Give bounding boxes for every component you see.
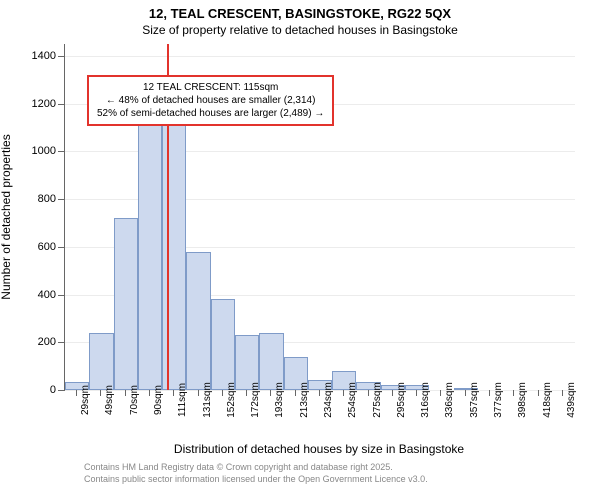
- chart-title-sub: Size of property relative to detached ho…: [0, 21, 600, 37]
- x-tick-mark: [465, 390, 466, 396]
- histogram-bar: [186, 252, 210, 390]
- x-tick-mark: [416, 390, 417, 396]
- x-tick-label: 49sqm: [104, 385, 115, 415]
- x-tick-mark: [440, 390, 441, 396]
- y-tick-mark: [58, 56, 64, 57]
- x-tick-label: 29sqm: [80, 385, 91, 415]
- x-tick-mark: [100, 390, 101, 396]
- x-tick-mark: [368, 390, 369, 396]
- x-tick-mark: [513, 390, 514, 396]
- annotation-callout: 12 TEAL CRESCENT: 115sqm← 48% of detache…: [87, 75, 334, 126]
- x-tick-label: 152sqm: [226, 382, 237, 418]
- x-tick-label: 131sqm: [202, 382, 213, 418]
- x-tick-label: 316sqm: [420, 382, 431, 418]
- x-tick-label: 418sqm: [542, 382, 553, 418]
- histogram-bar: [162, 118, 186, 390]
- annotation-line: 12 TEAL CRESCENT: 115sqm: [97, 81, 324, 94]
- y-tick-label: 1400: [26, 50, 56, 62]
- histogram-bar: [89, 333, 113, 390]
- x-tick-mark: [222, 390, 223, 396]
- y-tick-mark: [58, 151, 64, 152]
- x-tick-label: 275sqm: [372, 382, 383, 418]
- y-tick-mark: [58, 295, 64, 296]
- x-tick-label: 439sqm: [566, 382, 577, 418]
- y-tick-mark: [58, 104, 64, 105]
- x-tick-label: 172sqm: [250, 382, 261, 418]
- x-tick-label: 193sqm: [274, 382, 285, 418]
- x-tick-mark: [319, 390, 320, 396]
- x-tick-mark: [125, 390, 126, 396]
- histogram-bar: [138, 120, 162, 390]
- y-tick-mark: [58, 247, 64, 248]
- y-tick-mark: [58, 342, 64, 343]
- x-tick-label: 234sqm: [323, 382, 334, 418]
- x-tick-mark: [198, 390, 199, 396]
- x-axis-label: Distribution of detached houses by size …: [64, 442, 574, 456]
- x-tick-mark: [343, 390, 344, 396]
- y-tick-label: 400: [26, 289, 56, 301]
- plot-area: 12 TEAL CRESCENT: 115sqm← 48% of detache…: [64, 44, 575, 391]
- x-tick-label: 336sqm: [444, 382, 455, 418]
- chart-container: 12, TEAL CRESCENT, BASINGSTOKE, RG22 5QX…: [0, 0, 600, 500]
- x-tick-label: 213sqm: [299, 382, 310, 418]
- x-tick-mark: [76, 390, 77, 396]
- annotation-line: ← 48% of detached houses are smaller (2,…: [97, 94, 324, 107]
- y-gridline: [65, 56, 575, 57]
- x-tick-mark: [392, 390, 393, 396]
- x-tick-label: 377sqm: [493, 382, 504, 418]
- y-tick-mark: [58, 390, 64, 391]
- x-tick-mark: [295, 390, 296, 396]
- x-tick-label: 70sqm: [129, 385, 140, 415]
- y-tick-label: 600: [26, 241, 56, 253]
- x-tick-mark: [246, 390, 247, 396]
- chart-title-main: 12, TEAL CRESCENT, BASINGSTOKE, RG22 5QX: [0, 0, 600, 21]
- x-tick-mark: [149, 390, 150, 396]
- histogram-bar: [211, 299, 235, 390]
- x-tick-mark: [562, 390, 563, 396]
- x-tick-mark: [489, 390, 490, 396]
- y-tick-label: 800: [26, 193, 56, 205]
- footer-line-2: Contains public sector information licen…: [84, 474, 428, 486]
- x-tick-label: 398sqm: [517, 382, 528, 418]
- x-tick-label: 357sqm: [469, 382, 480, 418]
- y-tick-mark: [58, 199, 64, 200]
- footer-line-1: Contains HM Land Registry data © Crown c…: [84, 462, 428, 474]
- y-tick-label: 0: [26, 384, 56, 396]
- x-tick-label: 295sqm: [396, 382, 407, 418]
- footer-attribution: Contains HM Land Registry data © Crown c…: [84, 462, 428, 485]
- x-tick-mark: [538, 390, 539, 396]
- x-tick-mark: [270, 390, 271, 396]
- x-tick-label: 254sqm: [347, 382, 358, 418]
- y-tick-label: 1000: [26, 145, 56, 157]
- annotation-line: 52% of semi-detached houses are larger (…: [97, 107, 324, 120]
- x-tick-label: 90sqm: [153, 385, 164, 415]
- y-tick-label: 1200: [26, 98, 56, 110]
- x-tick-label: 111sqm: [177, 383, 188, 417]
- y-tick-label: 200: [26, 336, 56, 348]
- x-tick-mark: [173, 390, 174, 396]
- histogram-bar: [114, 218, 138, 390]
